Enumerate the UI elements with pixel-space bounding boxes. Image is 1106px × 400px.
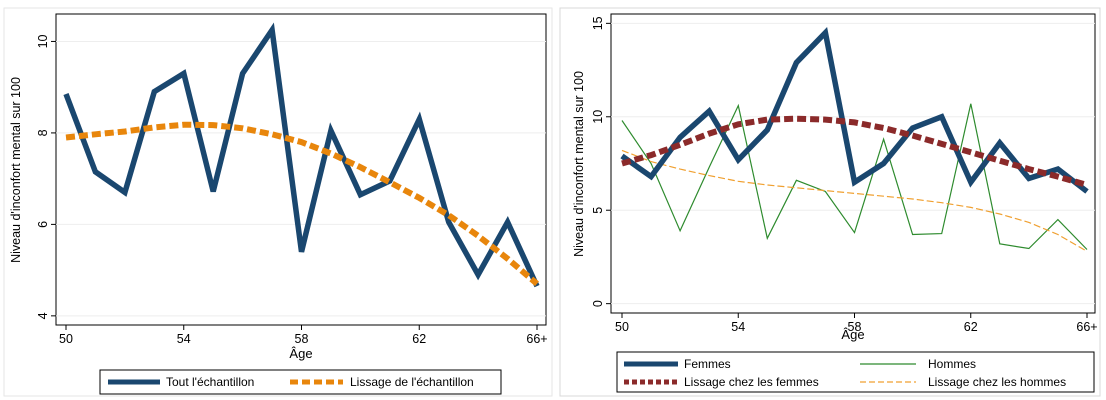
chart-left: 4 6 8 10 50 54 58 62 66+ Niveau d'inconfort men… [9, 13, 548, 395]
series-line-tout-l-chantillon [63, 22, 540, 288]
series-right [620, 27, 1089, 252]
legend-left [99, 369, 502, 395]
series-line-lissage-de-l-chantillon [65, 121, 539, 287]
x-axis-label-left: Âge [289, 346, 312, 361]
y-tick-label: 6 [36, 221, 50, 228]
legend-label-tout: Tout l'échantillon [166, 375, 254, 389]
y-tick-label: 10 [591, 110, 605, 124]
x-axis-left: 50 54 58 62 66+ [59, 325, 548, 346]
panel-right-frame [559, 7, 1101, 397]
y-tick-label: 0 [591, 300, 605, 307]
legend-label-hommes: Hommes [928, 357, 976, 371]
y-tick-label: 8 [36, 129, 50, 136]
x-tick-label: 62 [412, 332, 426, 346]
x-axis-label-right: Âge [841, 327, 864, 342]
y-axis-left: 4 6 8 10 [36, 34, 56, 319]
x-tick-label: 62 [964, 320, 978, 334]
y-tick-label: 15 [591, 16, 605, 30]
x-tick-label: 58 [848, 320, 862, 334]
legend-label-lissage-femmes: Lissage chez les femmes [684, 375, 819, 389]
x-tick-label: 58 [295, 332, 309, 346]
legend-label-lissage: Lissage de l'échantillon [350, 375, 474, 389]
series-line-lissage-chez-les-hommes [621, 149, 1088, 252]
y-tick-label: 4 [36, 312, 50, 319]
x-tick-label: 66+ [1076, 320, 1097, 334]
y-tick-label: 5 [591, 207, 605, 214]
plot-area-right [610, 13, 1096, 314]
series-line-hommes [621, 103, 1088, 250]
legend-right [616, 351, 1095, 393]
y-axis-label-right: Niveau d'inconfort mental sur 100 [572, 71, 586, 257]
series-line-lissage-chez-les-femmes [621, 115, 1088, 188]
legend-label-lissage-hommes: Lissage chez les hommes [928, 375, 1066, 389]
chart-right: 0 5 10 15 50 54 58 62 66+ Niveau d'inconfort me… [572, 13, 1098, 393]
series-left [63, 22, 540, 288]
y-tick-label: 10 [36, 34, 50, 48]
series-line-femmes [620, 27, 1089, 194]
x-tick-label: 66+ [526, 332, 547, 346]
legend-label-femmes: Femmes [684, 357, 731, 371]
y-axis-label-left: Niveau d'inconfort mental sur 100 [9, 77, 23, 263]
x-axis-right: 50 54 58 62 66+ [615, 313, 1098, 334]
x-tick-label: 50 [59, 332, 73, 346]
x-tick-label: 54 [177, 332, 191, 346]
x-tick-label: 54 [731, 320, 745, 334]
y-axis-right: 0 5 10 15 [591, 16, 611, 307]
panel-left-frame [3, 7, 553, 397]
grid-right [611, 22, 1095, 305]
x-tick-label: 50 [615, 320, 629, 334]
